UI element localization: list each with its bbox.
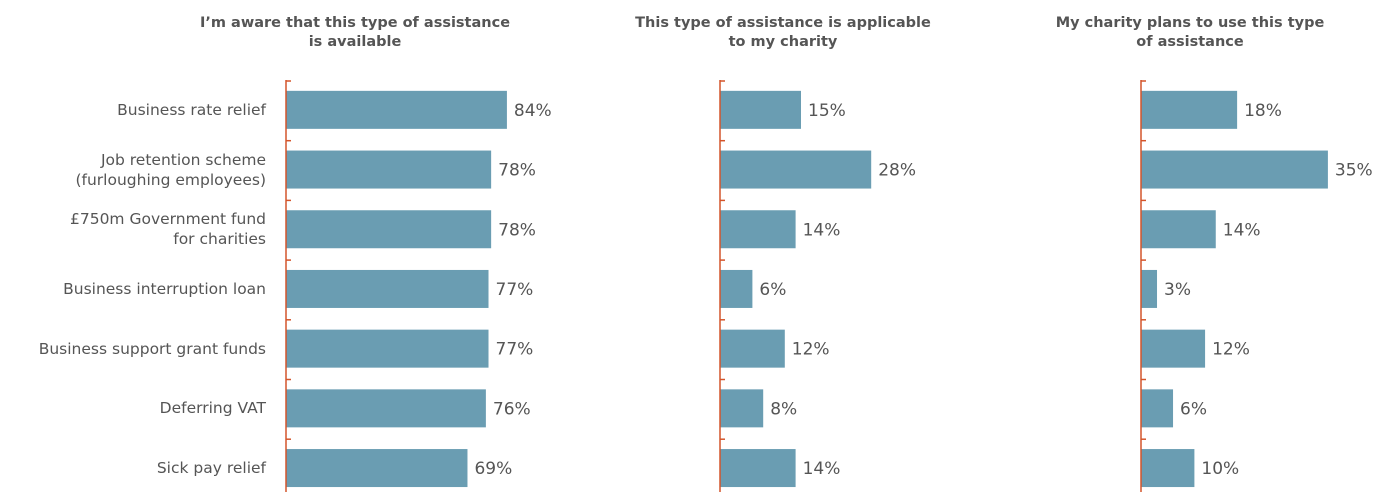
value-label: 8% bbox=[770, 399, 797, 419]
value-label: 84% bbox=[514, 101, 552, 121]
value-label: 28% bbox=[878, 161, 916, 181]
bar bbox=[1141, 449, 1195, 488]
value-label: 6% bbox=[759, 280, 786, 300]
value-label: 10% bbox=[1201, 459, 1239, 479]
value-label: 77% bbox=[496, 340, 534, 360]
bar bbox=[286, 389, 486, 428]
bar bbox=[720, 150, 872, 189]
bar bbox=[286, 329, 489, 368]
category-label: Business rate relief bbox=[117, 100, 266, 119]
panel-title: I’m aware that this type of assistance i… bbox=[199, 15, 511, 50]
value-label: 77% bbox=[496, 280, 534, 300]
category-label: Job retention scheme (furloughing employ… bbox=[75, 150, 266, 189]
value-label: 14% bbox=[803, 459, 841, 479]
value-label: 14% bbox=[803, 220, 841, 240]
value-label: 78% bbox=[498, 220, 536, 240]
bar bbox=[286, 90, 507, 129]
value-label: 18% bbox=[1244, 101, 1282, 121]
bar bbox=[1141, 389, 1174, 428]
value-label: 76% bbox=[493, 399, 531, 419]
category-label: Sick pay relief bbox=[156, 459, 266, 478]
bar bbox=[720, 389, 764, 428]
bar bbox=[1141, 150, 1328, 189]
bar bbox=[720, 269, 753, 308]
bar bbox=[1141, 269, 1158, 308]
category-label: Deferring VAT bbox=[159, 399, 266, 418]
bar bbox=[720, 90, 801, 129]
value-label: 35% bbox=[1335, 161, 1373, 181]
value-label: 78% bbox=[498, 161, 536, 181]
bar bbox=[720, 329, 785, 368]
bar bbox=[1141, 329, 1206, 368]
bar bbox=[1141, 210, 1216, 249]
value-label: 14% bbox=[1223, 220, 1261, 240]
value-label: 69% bbox=[474, 459, 512, 479]
category-label: £750m Government fund for charities bbox=[69, 210, 266, 249]
bar bbox=[286, 269, 489, 308]
bar bbox=[286, 150, 492, 189]
category-label: Business interruption loan bbox=[63, 279, 266, 298]
panel-title: This type of assistance is applicable to… bbox=[635, 15, 931, 50]
value-label: 3% bbox=[1164, 280, 1191, 300]
value-label: 12% bbox=[1212, 340, 1250, 360]
panel-title: My charity plans to use this type of ass… bbox=[1055, 15, 1325, 50]
value-label: 6% bbox=[1180, 399, 1207, 419]
bar bbox=[286, 449, 468, 488]
bar bbox=[720, 210, 796, 249]
category-label: Business support grant funds bbox=[38, 339, 266, 358]
bar bbox=[1141, 90, 1238, 129]
value-label: 12% bbox=[792, 340, 830, 360]
bar bbox=[286, 210, 492, 249]
value-label: 15% bbox=[808, 101, 846, 121]
bar bbox=[720, 449, 796, 488]
